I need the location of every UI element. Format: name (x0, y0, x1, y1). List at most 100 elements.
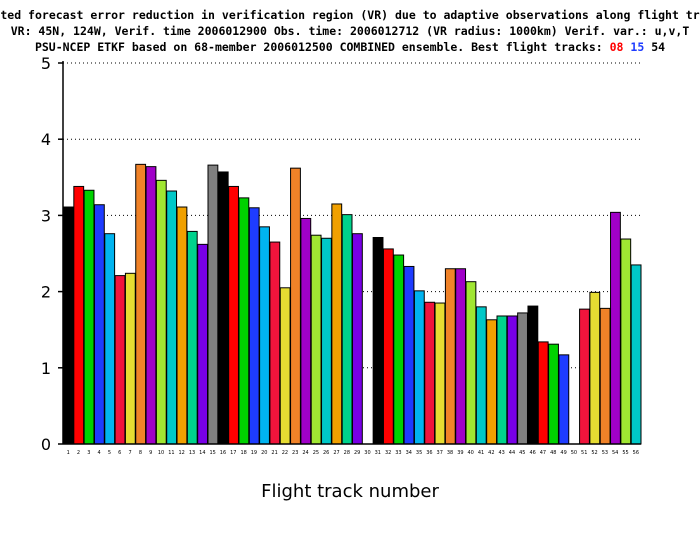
bar-track-8 (135, 163, 147, 445)
bar-track-2 (73, 185, 85, 445)
x-tick-label: 21 (271, 450, 277, 456)
bar-track-33 (393, 254, 405, 445)
x-tick-labels: 1 2 3 4 5 6 7 8 9 10 11 12 13 14 15 16 17 18 19 20 21 22 23 24 2… (67, 450, 639, 456)
bar-track-22 (279, 287, 291, 445)
title-line-1: Expected forecast error reduction in ver… (0, 8, 700, 22)
bar-track-9 (145, 166, 157, 445)
y-tick-label: 3 (41, 206, 51, 225)
x-tick-label: 44 (509, 450, 515, 456)
bar-track-38 (444, 268, 456, 445)
x-tick-label: 7 (128, 450, 131, 456)
chart-title: Expected forecast error reduction in ver… (0, 8, 700, 54)
x-tick-label: 35 (416, 450, 422, 456)
bar-track-36 (424, 301, 436, 445)
bar-track-31 (372, 236, 384, 445)
bar-track-40 (465, 281, 477, 445)
bar-track-18 (238, 197, 250, 445)
y-tick-labels: 0 1 2 3 4 5 (41, 54, 51, 454)
x-tick-label: 13 (189, 450, 195, 456)
x-tick-label: 6 (118, 450, 121, 456)
x-tick-label: 15 (209, 450, 215, 456)
bar-track-46 (527, 305, 539, 445)
bar-track-32 (382, 248, 394, 445)
bar-track-29 (352, 233, 363, 445)
bar-track-47 (537, 341, 549, 445)
x-tick-label: 12 (179, 450, 185, 456)
bar-track-28 (341, 214, 353, 445)
x-tick-label: 43 (498, 450, 504, 456)
x-tick-label: 49 (560, 450, 566, 456)
x-tick-label: 20 (261, 450, 267, 456)
x-tick-label: 18 (240, 450, 246, 456)
x-tick-label: 25 (313, 450, 319, 456)
bar-track-14 (197, 243, 209, 445)
bar-track-51 (579, 308, 590, 445)
bar-track-48 (548, 343, 559, 445)
bar-track-55 (620, 238, 632, 445)
x-tick-label: 4 (98, 450, 101, 456)
x-tick-label: 48 (550, 450, 556, 456)
x-tick-label: 53 (602, 450, 608, 456)
bar-track-12 (176, 206, 188, 445)
x-tick-label: 42 (488, 450, 494, 456)
bar-track-25 (310, 234, 322, 445)
x-tick-label: 26 (323, 450, 329, 456)
bar-track-49 (558, 354, 570, 445)
bar-track-26 (321, 237, 332, 445)
x-tick-label: 54 (612, 450, 618, 456)
x-tick-label: 11 (168, 450, 174, 456)
bar-track-54 (610, 211, 621, 445)
x-tick-label: 46 (529, 450, 535, 456)
best-track-1: 08 (610, 40, 624, 54)
bar-track-42 (486, 319, 497, 445)
bar-track-19 (248, 207, 260, 445)
best-track-3: 54 (651, 40, 665, 54)
x-tick-label: 5 (108, 450, 111, 456)
title-line-2: VR: 45N, 124W, Verif. time 2006012900 Ob… (11, 24, 690, 38)
x-tick-label: 3 (87, 450, 90, 456)
x-tick-label: 16 (220, 450, 226, 456)
x-tick-label: 55 (622, 450, 628, 456)
axes (58, 61, 641, 445)
x-tick-label: 37 (437, 450, 443, 456)
bar-track-35 (413, 290, 425, 445)
x-tick-label: 34 (406, 450, 412, 456)
bar-track-52 (589, 291, 601, 445)
bar-track-45 (517, 312, 528, 445)
y-tick-label: 1 (41, 359, 51, 378)
bar-track-7 (124, 272, 136, 445)
bar-track-3 (83, 189, 95, 445)
bar-track-20 (259, 226, 270, 445)
x-tick-label: 29 (354, 450, 360, 456)
x-tick-label: 41 (478, 450, 484, 456)
x-tick-label: 9 (149, 450, 152, 456)
bar-track-6 (114, 275, 126, 445)
y-tick-label: 4 (41, 130, 51, 149)
x-axis-label: Flight track number (261, 481, 439, 502)
bar-track-43 (496, 315, 508, 445)
bar-track-15 (207, 164, 219, 445)
bar-track-37 (434, 302, 446, 445)
y-tick-label: 0 (41, 435, 51, 454)
x-tick-label: 27 (333, 450, 339, 456)
x-tick-label: 22 (282, 450, 288, 456)
bar-track-34 (403, 265, 415, 445)
x-tick-label: 8 (139, 450, 142, 456)
x-tick-label: 52 (591, 450, 597, 456)
bar-track-21 (269, 241, 281, 445)
x-tick-label: 45 (519, 450, 525, 456)
x-tick-label: 40 (468, 450, 474, 456)
x-tick-label: 28 (344, 450, 350, 456)
bar-track-10 (155, 179, 167, 445)
bar-track-27 (331, 203, 343, 445)
x-tick-label: 50 (571, 450, 577, 456)
bar-track-13 (186, 230, 198, 445)
bar-track-53 (599, 307, 611, 445)
x-tick-label: 24 (302, 450, 308, 456)
x-tick-label: 36 (426, 450, 432, 456)
bar-track-5 (104, 233, 116, 445)
x-tick-label: 39 (457, 450, 463, 456)
bar-track-39 (455, 268, 467, 445)
bar-track-41 (475, 306, 487, 445)
